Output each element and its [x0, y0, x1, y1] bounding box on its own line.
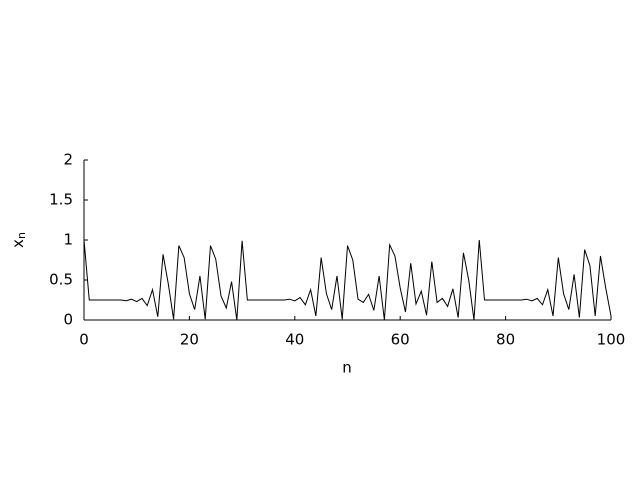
y-tick-label: 0 [63, 311, 73, 329]
y-axis-label-subscript: n [15, 232, 28, 239]
y-axis-label: xn [9, 232, 29, 248]
y-axis-label-main: x [9, 239, 27, 248]
y-tick-label: 1 [63, 231, 73, 249]
x-tick-label: 80 [496, 331, 515, 349]
x-tick-label: 100 [597, 331, 626, 349]
x-tick-label: 40 [285, 331, 304, 349]
data-line [83, 239, 612, 321]
y-tick-label: 0.5 [49, 271, 73, 289]
x-tick-label: 20 [180, 331, 199, 349]
x-axis-label: n [342, 359, 352, 377]
x-tick-label: 60 [391, 331, 410, 349]
y-tick-label: 2 [63, 151, 73, 169]
x-tick-label: 0 [79, 331, 89, 349]
y-tick-label: 1.5 [49, 191, 73, 209]
